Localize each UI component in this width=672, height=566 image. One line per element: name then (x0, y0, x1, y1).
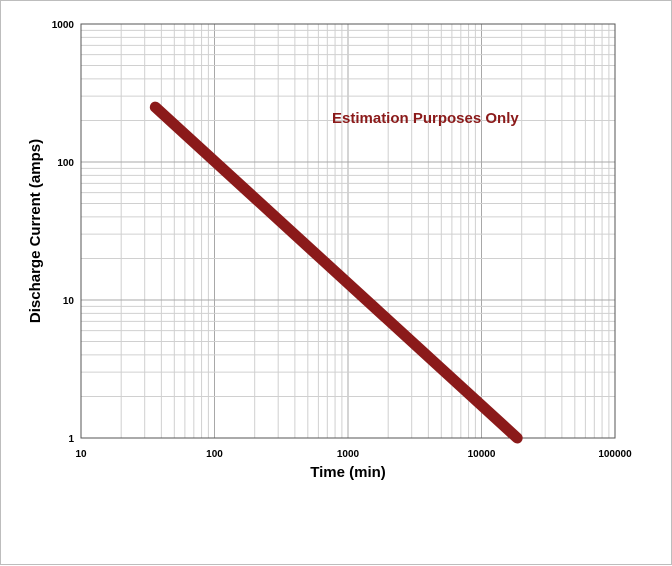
series-line-1 (149, 101, 523, 444)
y-tick-labels: 1 10 100 1000 (52, 20, 75, 445)
x-tick-labels: 10 100 1000 10000 100000 (75, 449, 632, 460)
y-tick-label: 10 (63, 296, 75, 307)
x-tick-label: 100000 (598, 449, 632, 460)
y-tick-label: 1 (68, 434, 74, 445)
x-tick-label: 10000 (468, 449, 496, 460)
grid (80, 24, 615, 439)
y-axis-label: Discharge Current (amps) (27, 139, 44, 323)
series-layer (149, 101, 523, 444)
x-axis-label: Time (min) (310, 464, 386, 481)
annotation-estimation: Estimation Purposes Only (332, 110, 519, 127)
x-tick-label: 100 (206, 449, 223, 460)
x-tick-label: 10 (75, 449, 87, 460)
y-tick-label: 100 (57, 158, 74, 169)
plot-border (80, 23, 616, 439)
x-tick-label: 1000 (337, 449, 360, 460)
y-tick-label: 1000 (52, 20, 75, 31)
